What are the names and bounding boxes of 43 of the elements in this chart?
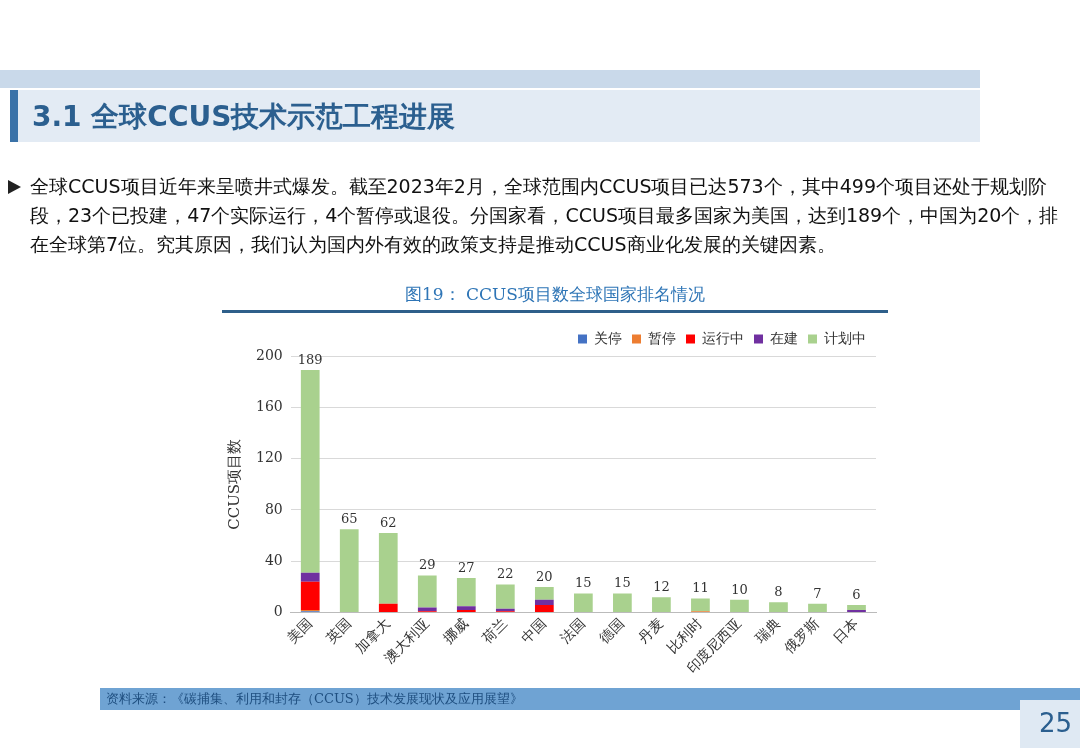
legend-label: 关停 xyxy=(594,329,622,346)
x-tick-label: 日本 xyxy=(830,614,862,647)
legend-label: 暂停 xyxy=(648,329,676,346)
legend-label: 在建 xyxy=(770,329,798,346)
x-tick-label: 俄罗斯 xyxy=(781,614,823,656)
total-label: 27 xyxy=(458,559,475,575)
chart-title: 图19： CCUS项目数全球国家排名情况 xyxy=(404,283,706,306)
total-label: 20 xyxy=(536,568,553,584)
text: 25 xyxy=(1038,708,1072,738)
x-tick-label: 瑞典 xyxy=(752,614,784,647)
y-tick-label: 40 xyxy=(264,551,283,568)
total-label: 15 xyxy=(614,575,631,591)
x-tick-label: 德国 xyxy=(595,614,628,647)
total-label: 6 xyxy=(852,586,861,602)
total-label: 7 xyxy=(813,585,822,601)
x-tick-label: 丹麦 xyxy=(634,614,667,647)
y-tick-label: 0 xyxy=(273,603,283,620)
total-label: 29 xyxy=(419,557,436,573)
text: 全球CCUS项目近年来呈喷井式爆发。截至2023年2月，全球范围内CCUS项目已达573个，其中499个项目还处于规划阶段，23个已投建，47个实际运行，4个暂停或退役。分国家看，CCUS项目最多国家为美国，达到189个，中国为20个，排在全球第7位。究其原因，我们认为国内外有效的政策支持是推动CCUS商业化发展的关键因素。 xyxy=(30,175,1059,255)
total-label: 11 xyxy=(692,580,709,596)
text: 3.1 全球CCUS技术示范工程进展 xyxy=(32,99,456,135)
x-tick-label: 中国 xyxy=(517,614,550,647)
total-label: 8 xyxy=(774,584,783,600)
total-label: 62 xyxy=(379,514,397,530)
total-label: 12 xyxy=(653,579,670,595)
total-label: 10 xyxy=(731,581,748,597)
y-tick-label: 200 xyxy=(255,346,283,363)
legend-label: 运行中 xyxy=(702,329,744,346)
total-label: 189 xyxy=(297,351,323,367)
x-tick-label: 荷兰 xyxy=(478,614,511,647)
y-tick-label: 120 xyxy=(255,449,283,466)
x-tick-label: 英国 xyxy=(322,614,354,647)
y-axis-title: CCUS项目数 xyxy=(224,438,243,530)
y-tick-label: 160 xyxy=(255,397,283,414)
legend-label: 计划中 xyxy=(824,329,866,346)
y-tick-label: 80 xyxy=(264,500,283,517)
total-label: 15 xyxy=(575,575,592,591)
x-tick-label: 美国 xyxy=(283,614,315,647)
x-tick-label: 法国 xyxy=(556,614,589,647)
total-label: 22 xyxy=(497,566,514,582)
x-tick-label: 挪威 xyxy=(439,614,471,647)
text: 资料来源：《碳捕集、利用和封存（CCUS）技术发展现状及应用展望》 xyxy=(106,691,523,706)
total-label: 65 xyxy=(340,511,358,527)
